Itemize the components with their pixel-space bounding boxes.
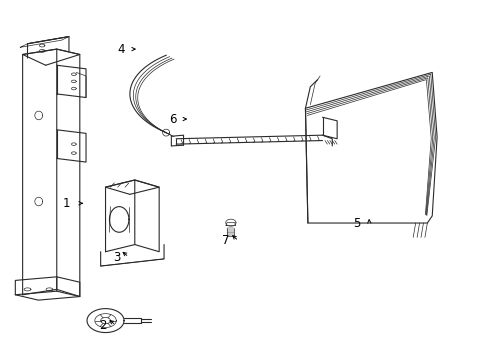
Text: 2: 2 xyxy=(99,319,107,332)
Text: 1: 1 xyxy=(63,197,70,210)
Text: 4: 4 xyxy=(117,42,125,55)
Text: 6: 6 xyxy=(168,113,176,126)
Text: 3: 3 xyxy=(113,251,120,264)
Text: 5: 5 xyxy=(352,216,360,230)
Text: 7: 7 xyxy=(222,234,229,247)
